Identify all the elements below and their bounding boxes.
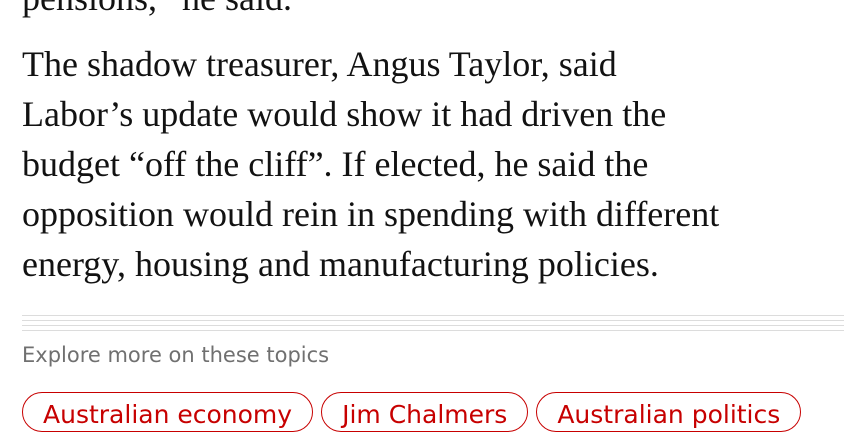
topic-tag[interactable]: Australian economy bbox=[22, 392, 314, 432]
paragraph-line: energy, housing and manufacturing polici… bbox=[22, 244, 659, 284]
paragraph-line: The shadow treasurer, Angus Taylor, said bbox=[22, 44, 617, 84]
paragraph-line: Labor’s update would show it had driven … bbox=[22, 94, 667, 134]
paragraph-line: budget “off the cliff”. If elected, he s… bbox=[22, 144, 649, 184]
divider bbox=[22, 315, 844, 335]
previous-text: pensions,” he said. bbox=[22, 0, 292, 23]
topics-heading: Explore more on these topics bbox=[22, 343, 330, 367]
topic-tag[interactable]: Australian politics bbox=[536, 392, 802, 432]
topic-tags: Australian economy Jim Chalmers Australian… bbox=[22, 392, 802, 432]
paragraph-line: opposition would rein in spending with d… bbox=[22, 194, 720, 234]
article-paragraph: The shadow treasurer, Angus Taylor, said… bbox=[22, 39, 719, 289]
topic-tag[interactable]: Jim Chalmers bbox=[321, 392, 529, 432]
